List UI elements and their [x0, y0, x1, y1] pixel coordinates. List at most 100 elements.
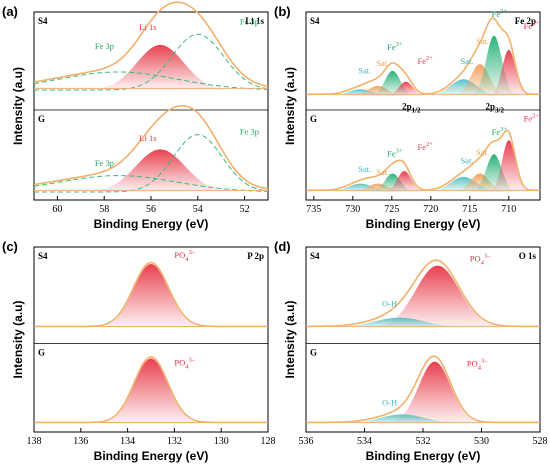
- sample-name: G: [38, 348, 45, 358]
- peak-label: Sat.: [460, 155, 473, 165]
- peak-label: Sat.: [358, 164, 371, 174]
- component-peak: [306, 414, 540, 424]
- x-tick-label: 52: [240, 204, 250, 215]
- component-peak-dashed: [33, 175, 269, 192]
- x-tick-label: 128: [261, 436, 276, 447]
- x-tick-label: 730: [345, 204, 360, 215]
- plot-frame: [33, 246, 269, 433]
- x-axis-title: Binding Energy (eV): [366, 449, 481, 463]
- fit-envelope: [306, 129, 540, 192]
- component-peak: [306, 154, 540, 192]
- fit-envelope: [33, 104, 269, 190]
- fit-envelope: [306, 259, 540, 328]
- spectrum-label: Fe 2p: [515, 16, 536, 26]
- panel-letter: (b): [274, 4, 291, 19]
- component-peak-dashed: [34, 134, 269, 193]
- peak-label: Fe 3p: [95, 158, 114, 168]
- y-axis-title: Intensity (a.u): [283, 300, 297, 378]
- component-peak: [306, 317, 540, 328]
- orbital-annotation: 2p3/2: [486, 102, 505, 115]
- panel-b: [305, 11, 541, 201]
- peak-label: Sat.: [376, 167, 389, 177]
- x-tick-label: 710: [501, 204, 516, 215]
- x-tick-label: 132: [167, 436, 182, 447]
- peak-label: PO43–: [174, 249, 195, 263]
- fit-envelope: [306, 17, 540, 96]
- x-tick-label: 530: [474, 436, 489, 447]
- x-tick-label: 136: [73, 436, 88, 447]
- component-peak: [34, 264, 268, 328]
- component-peak: [34, 149, 268, 192]
- component-peak: [34, 358, 268, 424]
- peak-label: Sat.: [476, 36, 489, 46]
- x-tick-label: 56: [146, 204, 156, 215]
- x-tick-label: 534: [357, 436, 372, 447]
- component-peak: [306, 49, 540, 96]
- component-peak: [306, 140, 540, 192]
- peak-label: Li 1s: [139, 22, 156, 32]
- peak-label: Fe3+: [492, 126, 508, 137]
- sample-name: S4: [38, 251, 48, 261]
- sample-name: S4: [310, 251, 320, 261]
- y-axis-title: Intensity (a.u): [11, 300, 25, 378]
- peak-label: PO43–: [174, 357, 195, 371]
- x-tick-label: 528: [533, 436, 548, 447]
- peak-label: Sat.: [376, 58, 389, 68]
- x-axis-title: Binding Energy (eV): [366, 217, 481, 231]
- panel-a: [33, 1, 269, 201]
- panel-c: [33, 246, 269, 433]
- x-axis-title: Binding Energy (eV): [94, 449, 209, 463]
- spectrum-label: Li 1s: [245, 16, 264, 26]
- x-tick-label: 138: [27, 436, 42, 447]
- x-tick-label: 60: [52, 204, 62, 215]
- x-tick-label: 130: [214, 436, 229, 447]
- peak-label: Fe 3p: [240, 16, 259, 26]
- peak-label: Sat.: [358, 65, 371, 75]
- peak-label: Fe3+: [387, 41, 403, 52]
- peak-label: Sat.: [460, 56, 473, 66]
- x-tick-label: 536: [299, 436, 314, 447]
- peak-label: Fe3+: [387, 148, 403, 159]
- peak-label: O-H: [382, 298, 397, 308]
- x-axis-title: Binding Energy (eV): [94, 217, 209, 231]
- peak-label: Fe2+: [524, 112, 540, 123]
- sample-name: S4: [310, 16, 320, 26]
- peak-label: PO43–: [467, 357, 488, 371]
- sample-name: G: [38, 114, 45, 124]
- peak-label: Sat.: [476, 147, 489, 157]
- x-tick-label: 725: [384, 204, 399, 215]
- x-tick-label: 134: [120, 436, 135, 447]
- sample-name: S4: [38, 16, 48, 26]
- peak-label: Fe2+: [418, 141, 434, 152]
- component-peak: [306, 35, 540, 96]
- x-tick-label: 715: [462, 204, 477, 215]
- plot-frame: [305, 11, 541, 201]
- peak-label: O-H: [382, 398, 397, 408]
- panel-d: [305, 246, 541, 433]
- sample-name: G: [310, 114, 317, 124]
- peak-label: Fe 3p: [95, 41, 114, 51]
- peak-label: Fe3+: [492, 8, 508, 19]
- fit-envelope: [33, 1, 269, 88]
- panel-letter: (c): [2, 239, 18, 254]
- peak-label: Fe2+: [524, 20, 540, 31]
- component-peak: [306, 361, 540, 424]
- x-tick-label: 58: [99, 204, 109, 215]
- spectrum-label: O 1s: [519, 251, 537, 261]
- panel-letter: (a): [2, 4, 18, 19]
- spectrum-label: P 2p: [247, 251, 264, 261]
- peak-label: Fe2+: [418, 55, 434, 66]
- sample-name: G: [310, 348, 317, 358]
- x-tick-label: 735: [306, 204, 321, 215]
- component-peak: [306, 265, 540, 328]
- orbital-annotation: 2p1/2: [402, 102, 421, 115]
- x-tick-label: 54: [193, 204, 203, 215]
- y-axis-title: Intensity (a.u): [11, 67, 25, 145]
- peak-label: Li 1s: [139, 133, 156, 143]
- x-tick-label: 720: [423, 204, 438, 215]
- x-tick-label: 532: [416, 436, 431, 447]
- component-peak: [306, 85, 540, 96]
- panel-letter: (d): [274, 239, 291, 254]
- y-axis-title: Intensity (a.u): [283, 67, 297, 145]
